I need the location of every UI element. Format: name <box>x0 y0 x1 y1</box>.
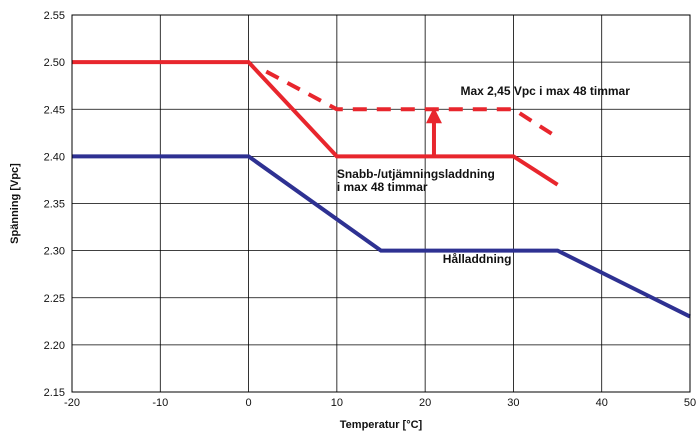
tick-layer: -20 -10 0 10 20 30 40 50 2.15 2.20 2.25 2.30 2.35 2.4… <box>44 10 697 409</box>
x-tick-label: 10 <box>331 397 343 409</box>
annotation-label: Snabb-/utjämningsladdning <box>337 167 495 181</box>
grid-layer <box>71 14 691 393</box>
annotation-layer: Max 2,45 Vpc i max 48 timmar Snabb-/utjäm… <box>337 84 630 266</box>
y-tick-label: 2.50 <box>44 57 65 69</box>
y-tick-label: 2.40 <box>44 151 65 163</box>
plot-frame <box>71 14 691 393</box>
annotation-label: i max 48 timmar <box>337 180 428 194</box>
x-tick-label: 40 <box>596 397 608 409</box>
x-axis-title: Temperatur [°C] <box>340 419 423 431</box>
y-tick-label: 2.35 <box>44 199 65 211</box>
x-tick-label: -20 <box>64 397 80 409</box>
y-tick-label: 2.55 <box>44 10 65 22</box>
series-line-0 <box>72 60 559 187</box>
series-line-2 <box>72 154 691 319</box>
y-tick-label: 2.30 <box>44 246 65 258</box>
y-tick-label: 2.20 <box>44 340 65 352</box>
y-tick-label: 2.15 <box>44 387 65 399</box>
series-layer <box>72 60 691 319</box>
annotation-label: Hålladdning <box>443 252 512 266</box>
arrow-head <box>425 107 442 124</box>
annotation-label: Max 2,45 Vpc i max 48 timmar <box>460 84 630 98</box>
x-tick-label: 0 <box>246 397 252 409</box>
x-tick-label: -10 <box>152 397 168 409</box>
y-tick-label: 2.25 <box>44 293 65 305</box>
y-tick-label: 2.45 <box>44 104 65 116</box>
series-line-1 <box>265 69 559 140</box>
x-tick-label: 50 <box>684 397 696 409</box>
y-axis-title: Spänning [Vpc] <box>9 163 21 244</box>
x-tick-label: 20 <box>419 397 431 409</box>
x-tick-label: 30 <box>507 397 519 409</box>
